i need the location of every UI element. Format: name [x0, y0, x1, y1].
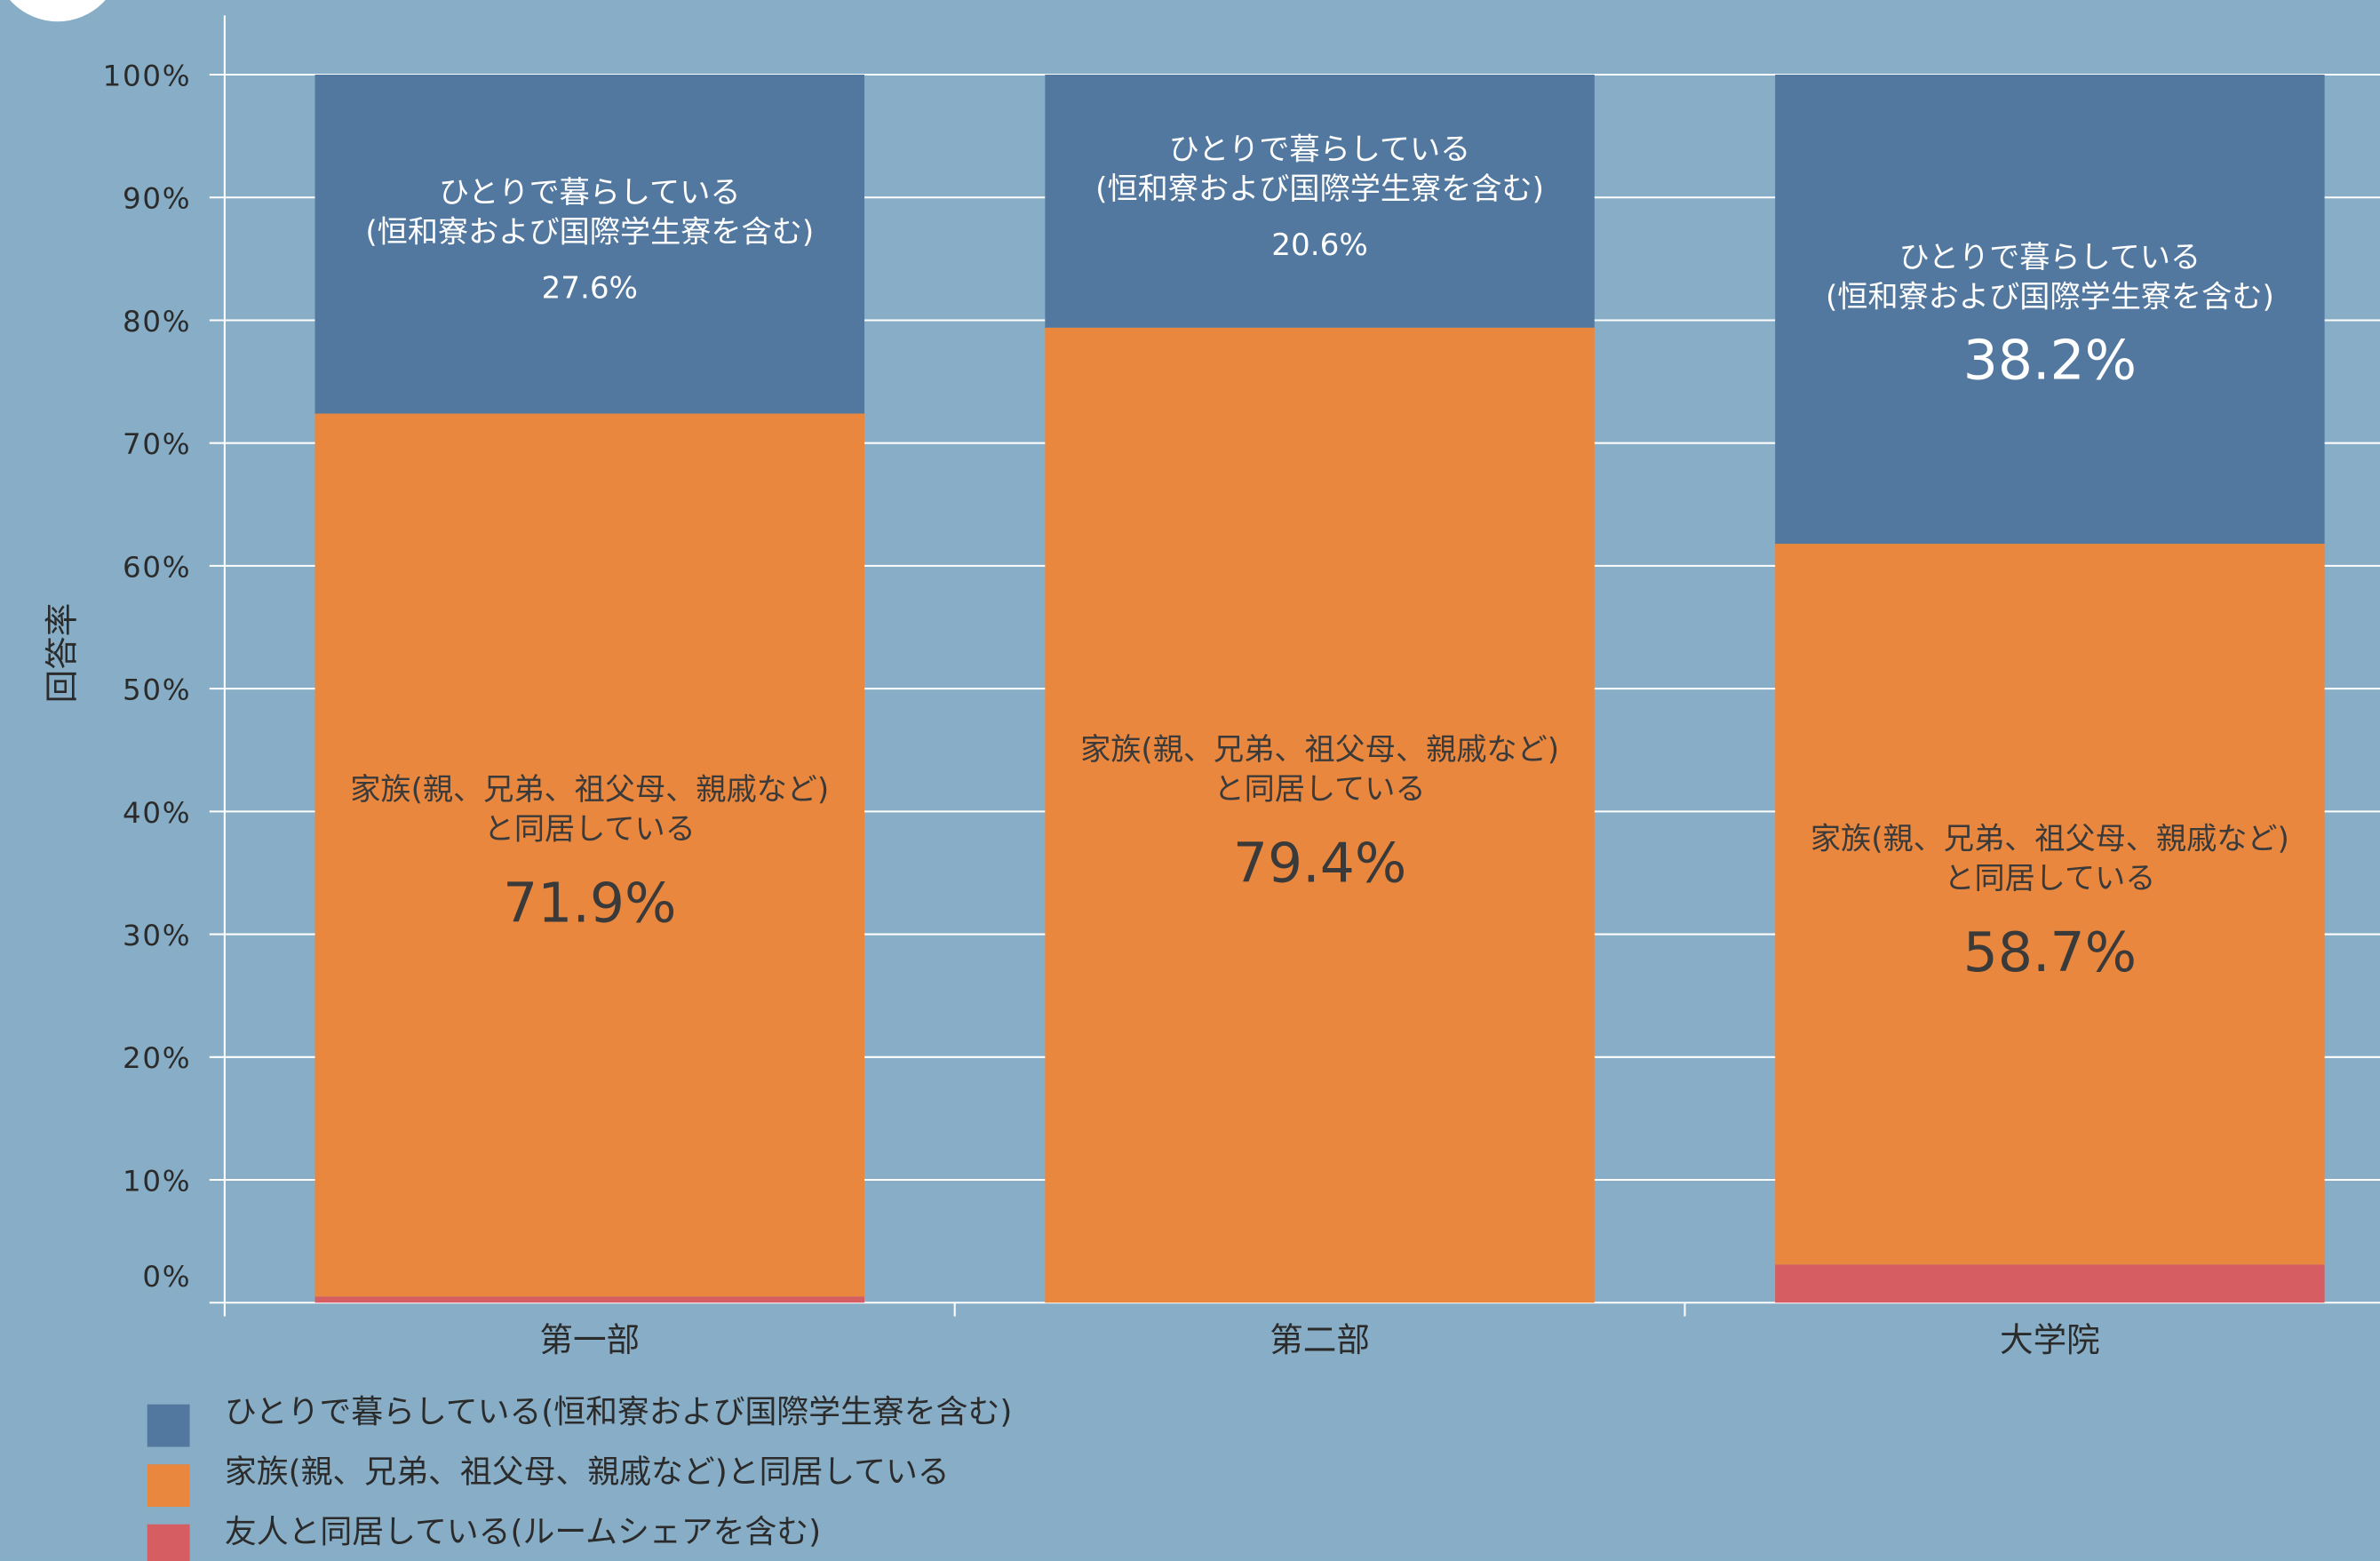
- value-label: 71.9%: [503, 872, 676, 936]
- value-label: 27.6%: [542, 271, 639, 307]
- x-tick-label: 第二部: [1270, 1320, 1370, 1359]
- value-label: 20.6%: [1271, 227, 1368, 263]
- bar-segment: [1775, 75, 2325, 545]
- y-tick-label: 90%: [123, 182, 191, 216]
- segment-label: ひとりで暮らしている: [1899, 240, 2201, 275]
- y-tick-label: 50%: [123, 673, 191, 707]
- x-tick-label: 大学院: [2000, 1320, 2100, 1359]
- y-axis-label: 回答率: [42, 603, 81, 704]
- segment-label: と同居している: [1944, 861, 2155, 896]
- x-tick-label: 第一部: [539, 1320, 640, 1359]
- segment-label: (恒和寮および国際学生寮を含む): [1095, 171, 1544, 207]
- y-tick-label: 70%: [123, 427, 191, 461]
- bar-segment: [1045, 327, 1595, 1303]
- value-label: 79.4%: [1233, 832, 1406, 896]
- corner-badge: [10, 0, 106, 22]
- segment-label: ひとりで暮らしている: [439, 175, 741, 211]
- bar-segment: [1045, 75, 1595, 328]
- y-tick-label: 20%: [123, 1041, 191, 1075]
- y-tick-label: 40%: [123, 796, 191, 830]
- y-tick-label: 60%: [123, 550, 191, 584]
- legend-label: 家族(親、兄弟、祖父母、親戚など)と同居している: [225, 1453, 950, 1490]
- y-tick-label: 100%: [103, 59, 192, 92]
- bar-segment: [314, 1296, 865, 1303]
- bar-segment: [1775, 544, 2325, 1265]
- segment-label: と同居している: [484, 812, 696, 848]
- y-tick-label: 30%: [123, 919, 191, 952]
- bar-segment: [314, 413, 865, 1297]
- legend-swatch: [147, 1464, 190, 1508]
- bar-segment: [1775, 1264, 2325, 1303]
- segment-label: (恒和寮および国際学生寮を含む): [365, 214, 814, 250]
- y-tick-label: 0%: [142, 1260, 191, 1294]
- y-tick-label: 10%: [123, 1164, 191, 1198]
- bar-segment: [314, 75, 865, 414]
- segment-label: と同居している: [1214, 772, 1426, 808]
- value-label: 38.2%: [1963, 329, 2137, 393]
- segment-label: (恒和寮および国際学生寮を含む): [1826, 280, 2274, 315]
- segment-label: ひとりで暮らしている: [1169, 132, 1471, 168]
- y-tick-label: 80%: [123, 305, 191, 338]
- segment-label: 家族(親、兄弟、祖父母、親戚など): [350, 772, 829, 808]
- legend-swatch: [147, 1524, 190, 1561]
- segment-label: 家族(親、兄弟、祖父母、親戚など): [1811, 821, 2289, 856]
- legend-swatch: [147, 1404, 190, 1447]
- legend-label: 友人と同居している(ルームシェアを含む): [225, 1514, 821, 1550]
- value-label: 58.7%: [1963, 920, 2137, 984]
- legend-label: ひとりで暮らしている(恒和寮および国際学生寮を含む): [225, 1394, 1012, 1430]
- segment-label: 家族(親、兄弟、祖父母、親戚など): [1080, 732, 1559, 768]
